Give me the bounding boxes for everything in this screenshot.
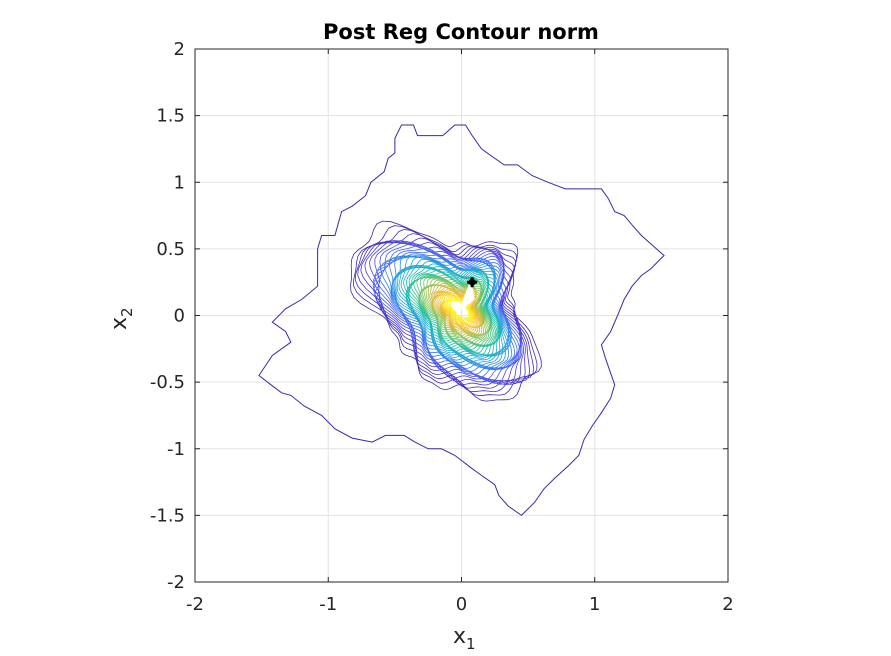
contour-level [419,277,492,345]
contour-level [405,266,499,355]
contour-level [372,242,522,383]
contour-level [353,225,538,397]
contour-lines [258,124,665,517]
x-tick-label: -2 [186,594,204,615]
contour-level [405,265,500,356]
contour-level [405,264,501,357]
contour-level [391,255,512,370]
contour-level [374,240,522,385]
y-tick-label: -1.5 [150,505,185,526]
x-axis-label: x1 [453,624,476,653]
contour-level [376,251,518,375]
y-tick-label: 0 [174,306,185,327]
contour-level [364,240,525,385]
contour-level [350,220,542,402]
contour-level [392,255,512,367]
x-tick-label: 0 [456,594,467,615]
contour-level [418,276,493,347]
y-tick-label: 1.5 [156,106,185,127]
chart-title: Post Reg Contour norm [323,20,599,44]
y-ticks: -2 -1.5 -1 -0.5 0 0.5 1 1.5 2 [150,39,728,593]
peak-core [457,279,475,313]
y-tick-label: -1 [167,439,185,460]
grid [194,48,729,583]
contour-level [416,275,493,347]
marker-group [467,277,478,288]
y-axis-label-base: x [107,317,132,330]
contour-level [373,241,523,384]
x-tick-label: 1 [589,594,600,615]
outer-contour [258,124,665,517]
y-tick-label: -2 [167,572,185,593]
x-axis-label-subscript: 1 [466,635,476,653]
contour-level [429,284,484,336]
contour-level [420,278,491,343]
optimum-marker-dot [468,278,476,286]
x-ticks: -2 -1 0 1 2 [186,49,734,615]
y-tick-label: 0.5 [156,239,185,260]
contour-level [360,237,526,386]
y-tick-label: 2 [174,39,185,60]
x-tick-label: -1 [319,594,337,615]
y-tick-label: -0.5 [150,372,185,393]
contour-level [391,255,512,368]
x-tick-label: 2 [722,594,733,615]
y-axis-label: x2 [107,307,136,330]
contour-level [406,267,499,354]
y-tick-label: 1 [174,172,185,193]
x-axis-label-base: x [453,624,466,649]
y-axis-label-subscript: 2 [118,307,136,317]
